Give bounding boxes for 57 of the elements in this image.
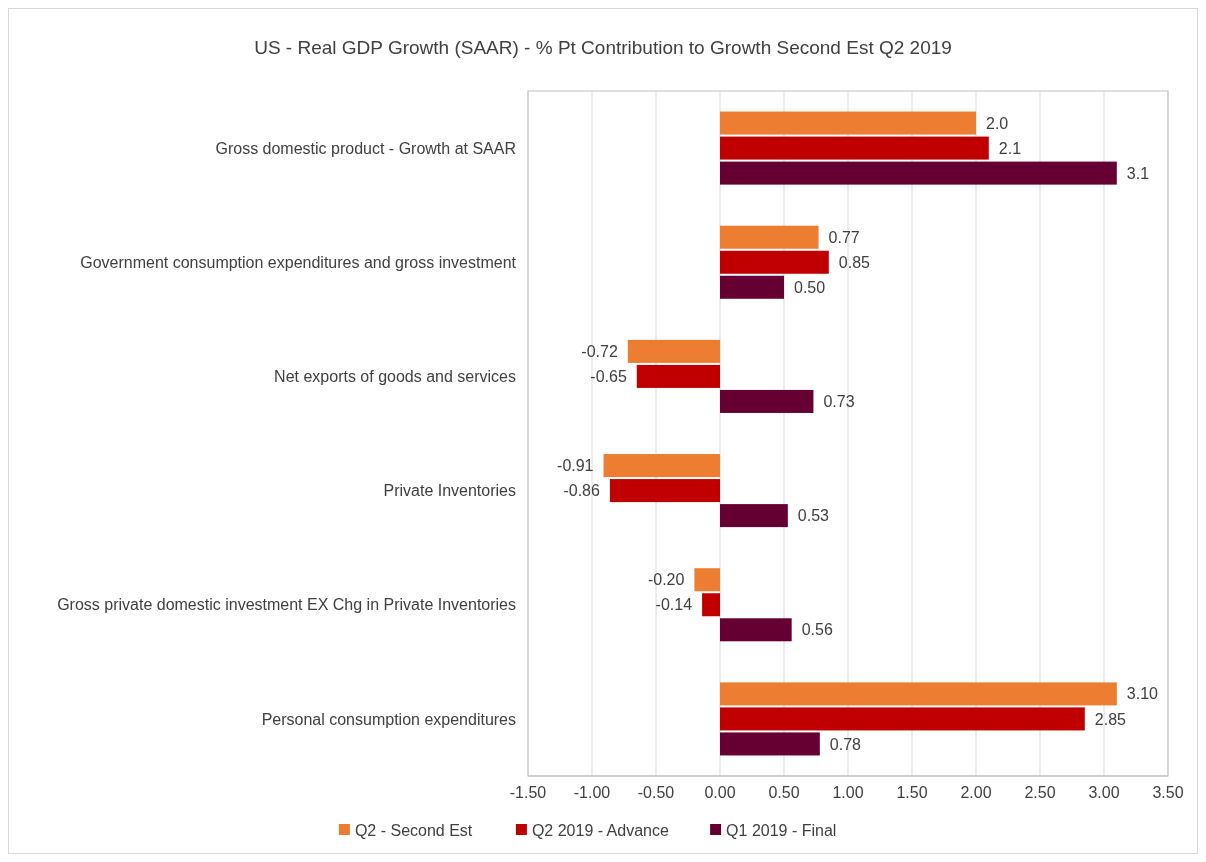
x-tick-label: 0.50	[768, 784, 800, 801]
chart-title: US - Real GDP Growth (SAAR) - % Pt Contribution to Growth Second Est Q2 2019	[254, 37, 952, 58]
data-label: 0.78	[829, 735, 862, 753]
bar	[720, 682, 1117, 706]
y-tick-label: Gross private domestic investment EX Chg in Private Inventories	[57, 596, 516, 614]
x-tick-label: 2.00	[960, 784, 992, 801]
y-tick-label: Gross domestic product - Growth at SAAR	[215, 139, 516, 157]
bar	[636, 364, 720, 388]
x-tick-label: -0.50	[637, 784, 675, 801]
bar	[720, 136, 989, 160]
bar	[720, 225, 819, 249]
y-tick-label: Personal consumption expenditures	[261, 710, 516, 728]
bar	[720, 275, 784, 299]
x-tick-label: -1.50	[509, 784, 547, 801]
bar	[694, 568, 720, 592]
x-tick-label: 1.50	[896, 784, 928, 801]
x-tick-label: 3.00	[1088, 784, 1120, 801]
bar	[720, 161, 1117, 185]
data-label: -0.20	[647, 571, 685, 589]
bar	[609, 479, 720, 503]
x-tick-label: 1.00	[832, 784, 864, 801]
bar	[720, 707, 1085, 731]
data-label: 2.1	[998, 139, 1022, 157]
legend-label: Q2 - Second Est	[354, 821, 473, 839]
data-label: 0.77	[828, 228, 860, 246]
legend-label: Q2 2019 - Advance	[531, 821, 669, 839]
data-label: 2.85	[1094, 710, 1127, 728]
data-label: 0.50	[794, 278, 826, 296]
bar	[720, 504, 788, 528]
y-tick-label: Net exports of goods and services	[274, 368, 516, 386]
data-label: 0.85	[838, 253, 871, 271]
bar	[720, 250, 829, 274]
data-label: 3.1	[1126, 164, 1150, 182]
bar	[627, 339, 720, 363]
bar	[720, 732, 820, 756]
data-label: 3.10	[1126, 685, 1159, 703]
data-label: 0.73	[823, 393, 855, 411]
data-label: -0.14	[655, 596, 693, 614]
data-label: -0.91	[557, 457, 594, 475]
data-label: -0.72	[581, 342, 618, 360]
data-label: -0.65	[590, 368, 627, 386]
bar	[720, 389, 814, 413]
x-tick-label: 3.50	[1152, 784, 1184, 801]
x-tick-label: 0.00	[704, 784, 736, 801]
x-tick-label: 2.50	[1024, 784, 1056, 801]
bar	[720, 618, 792, 642]
bar	[702, 593, 720, 617]
data-label: 0.56	[801, 621, 833, 639]
x-tick-label: -1.00	[573, 784, 611, 801]
data-label: -0.86	[563, 482, 601, 500]
data-label: 2.0	[986, 114, 1009, 132]
y-tick-label: Government consumption expenditures and gross investment	[80, 253, 517, 271]
bar	[720, 111, 976, 135]
data-label: 0.53	[797, 507, 830, 525]
legend-label: Q1 2019 - Final	[726, 821, 837, 839]
y-tick-label: Private Inventories	[383, 482, 516, 500]
bar	[603, 454, 720, 478]
